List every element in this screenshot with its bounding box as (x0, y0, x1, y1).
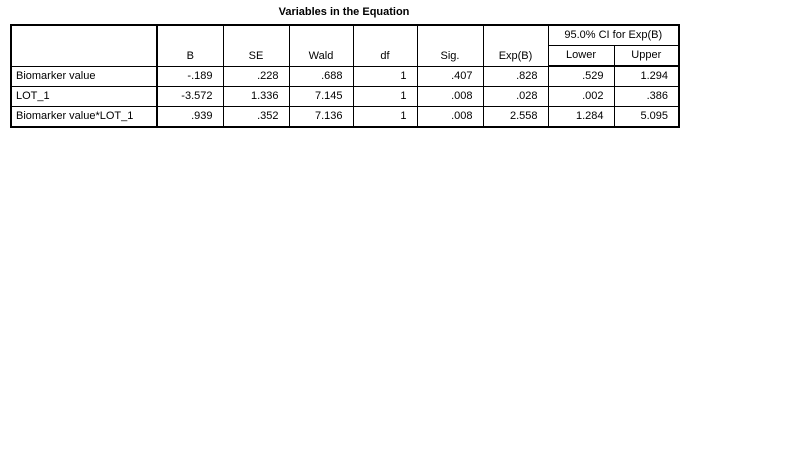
cell-ci-upper: 1.294 (613, 65, 680, 87)
cell-wald: 7.145 (288, 86, 354, 107)
cell-ci-lower: .529 (547, 65, 615, 87)
variables-in-equation-output: Variables in the Equation B SE Wald df S… (10, 4, 681, 128)
header-row-bottom: Lower Upper (11, 45, 680, 67)
col-header-df: df (352, 24, 418, 67)
variables-in-equation-table: B SE Wald df Sig. Exp(B) 95.0% CI for Ex… (10, 24, 681, 128)
cell-se: 1.336 (222, 86, 290, 107)
cell-b: -.189 (156, 65, 224, 87)
cell-sig: .407 (416, 65, 484, 87)
header-corner-cell (10, 24, 158, 67)
row-label: LOT_1 (10, 86, 158, 107)
cell-expb: .828 (482, 65, 549, 87)
cell-ci-upper: .386 (613, 86, 680, 107)
cell-b: -3.572 (156, 86, 224, 107)
col-group-header-ci: 95.0% CI for Exp(B) (547, 24, 680, 46)
table-title: Variables in the Equation (278, 6, 410, 18)
table-row: Biomarker value -.189 .228 .688 1 .407 .… (10, 65, 680, 87)
row-label: Biomarker value*LOT_1 (10, 106, 158, 128)
cell-df: 1 (352, 106, 418, 128)
col-header-wald: Wald (288, 24, 354, 67)
cell-ci-upper: 5.095 (613, 106, 680, 128)
col-header-b: B (156, 24, 224, 67)
cell-sig: .008 (416, 86, 484, 107)
cell-se: .228 (222, 65, 290, 87)
header-row-top: B SE Wald df Sig. Exp(B) 95.0% CI for Ex… (10, 24, 680, 67)
cell-sig: .008 (416, 106, 484, 128)
cell-se: .352 (222, 106, 290, 128)
cell-expb: .028 (482, 86, 549, 107)
row-label: Biomarker value (10, 65, 158, 87)
cell-wald: 7.136 (288, 106, 354, 128)
col-header-sig: Sig. (416, 24, 484, 67)
col-header-lower: Lower (547, 45, 615, 67)
table-row: Biomarker value*LOT_1 .939 .352 7.136 1 … (10, 106, 680, 128)
cell-wald: .688 (288, 65, 354, 87)
cell-ci-lower: 1.284 (547, 106, 615, 128)
cell-ci-lower: .002 (547, 86, 615, 107)
col-header-upper: Upper (613, 45, 680, 67)
col-header-expb: Exp(B) (482, 24, 549, 67)
col-header-se: SE (222, 24, 290, 67)
cell-b: .939 (156, 106, 224, 128)
cell-df: 1 (352, 86, 418, 107)
cell-df: 1 (352, 65, 418, 87)
table-row: LOT_1 -3.572 1.336 7.145 1 .008 .028 .00… (10, 86, 680, 107)
cell-expb: 2.558 (482, 106, 549, 128)
